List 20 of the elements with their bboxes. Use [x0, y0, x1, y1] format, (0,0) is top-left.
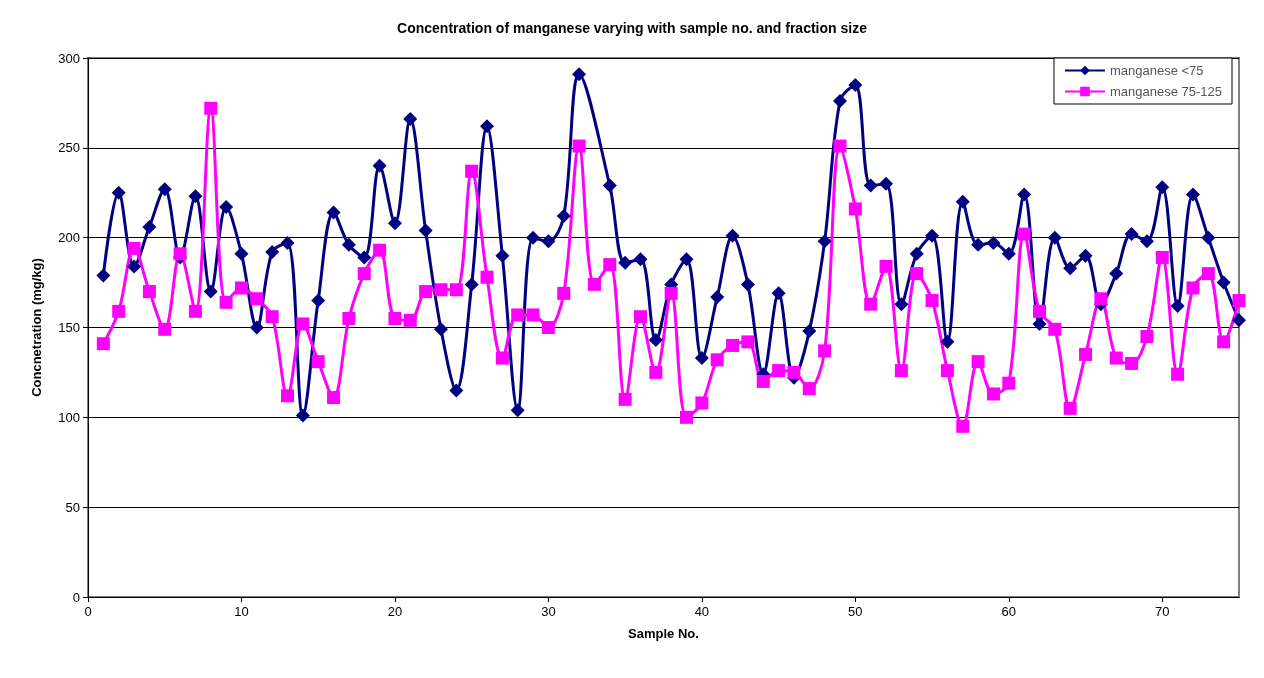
x-tick-label: 10 [234, 604, 249, 619]
chart-title: Concentration of manganese varying with sample no. and fraction size [397, 20, 868, 36]
y-tick-label: 250 [58, 140, 80, 156]
y-tick-label: 50 [65, 499, 80, 515]
legend-label: manganese <75 [1109, 63, 1204, 78]
x-tick-label: 30 [541, 604, 556, 619]
y-tick-label: 0 [72, 589, 80, 605]
y-tick-label: 200 [58, 230, 80, 246]
x-tick-label: 60 [1001, 604, 1017, 619]
x-tick-label: 0 [84, 604, 92, 619]
y-tick-label: 100 [58, 409, 80, 425]
y-axis-title: Concnetration (mg/kg) [29, 258, 44, 397]
y-tick-label: 150 [58, 320, 80, 335]
y-tick-label: 300 [58, 50, 80, 66]
x-tick-label: 40 [694, 604, 710, 619]
x-tick-label: 20 [387, 604, 403, 619]
legend-label: manganese 75-125 [1109, 84, 1222, 99]
x-tick-label: 70 [1155, 604, 1170, 619]
x-axis-title: Sample No. [628, 626, 699, 641]
x-tick-label: 50 [848, 604, 863, 619]
